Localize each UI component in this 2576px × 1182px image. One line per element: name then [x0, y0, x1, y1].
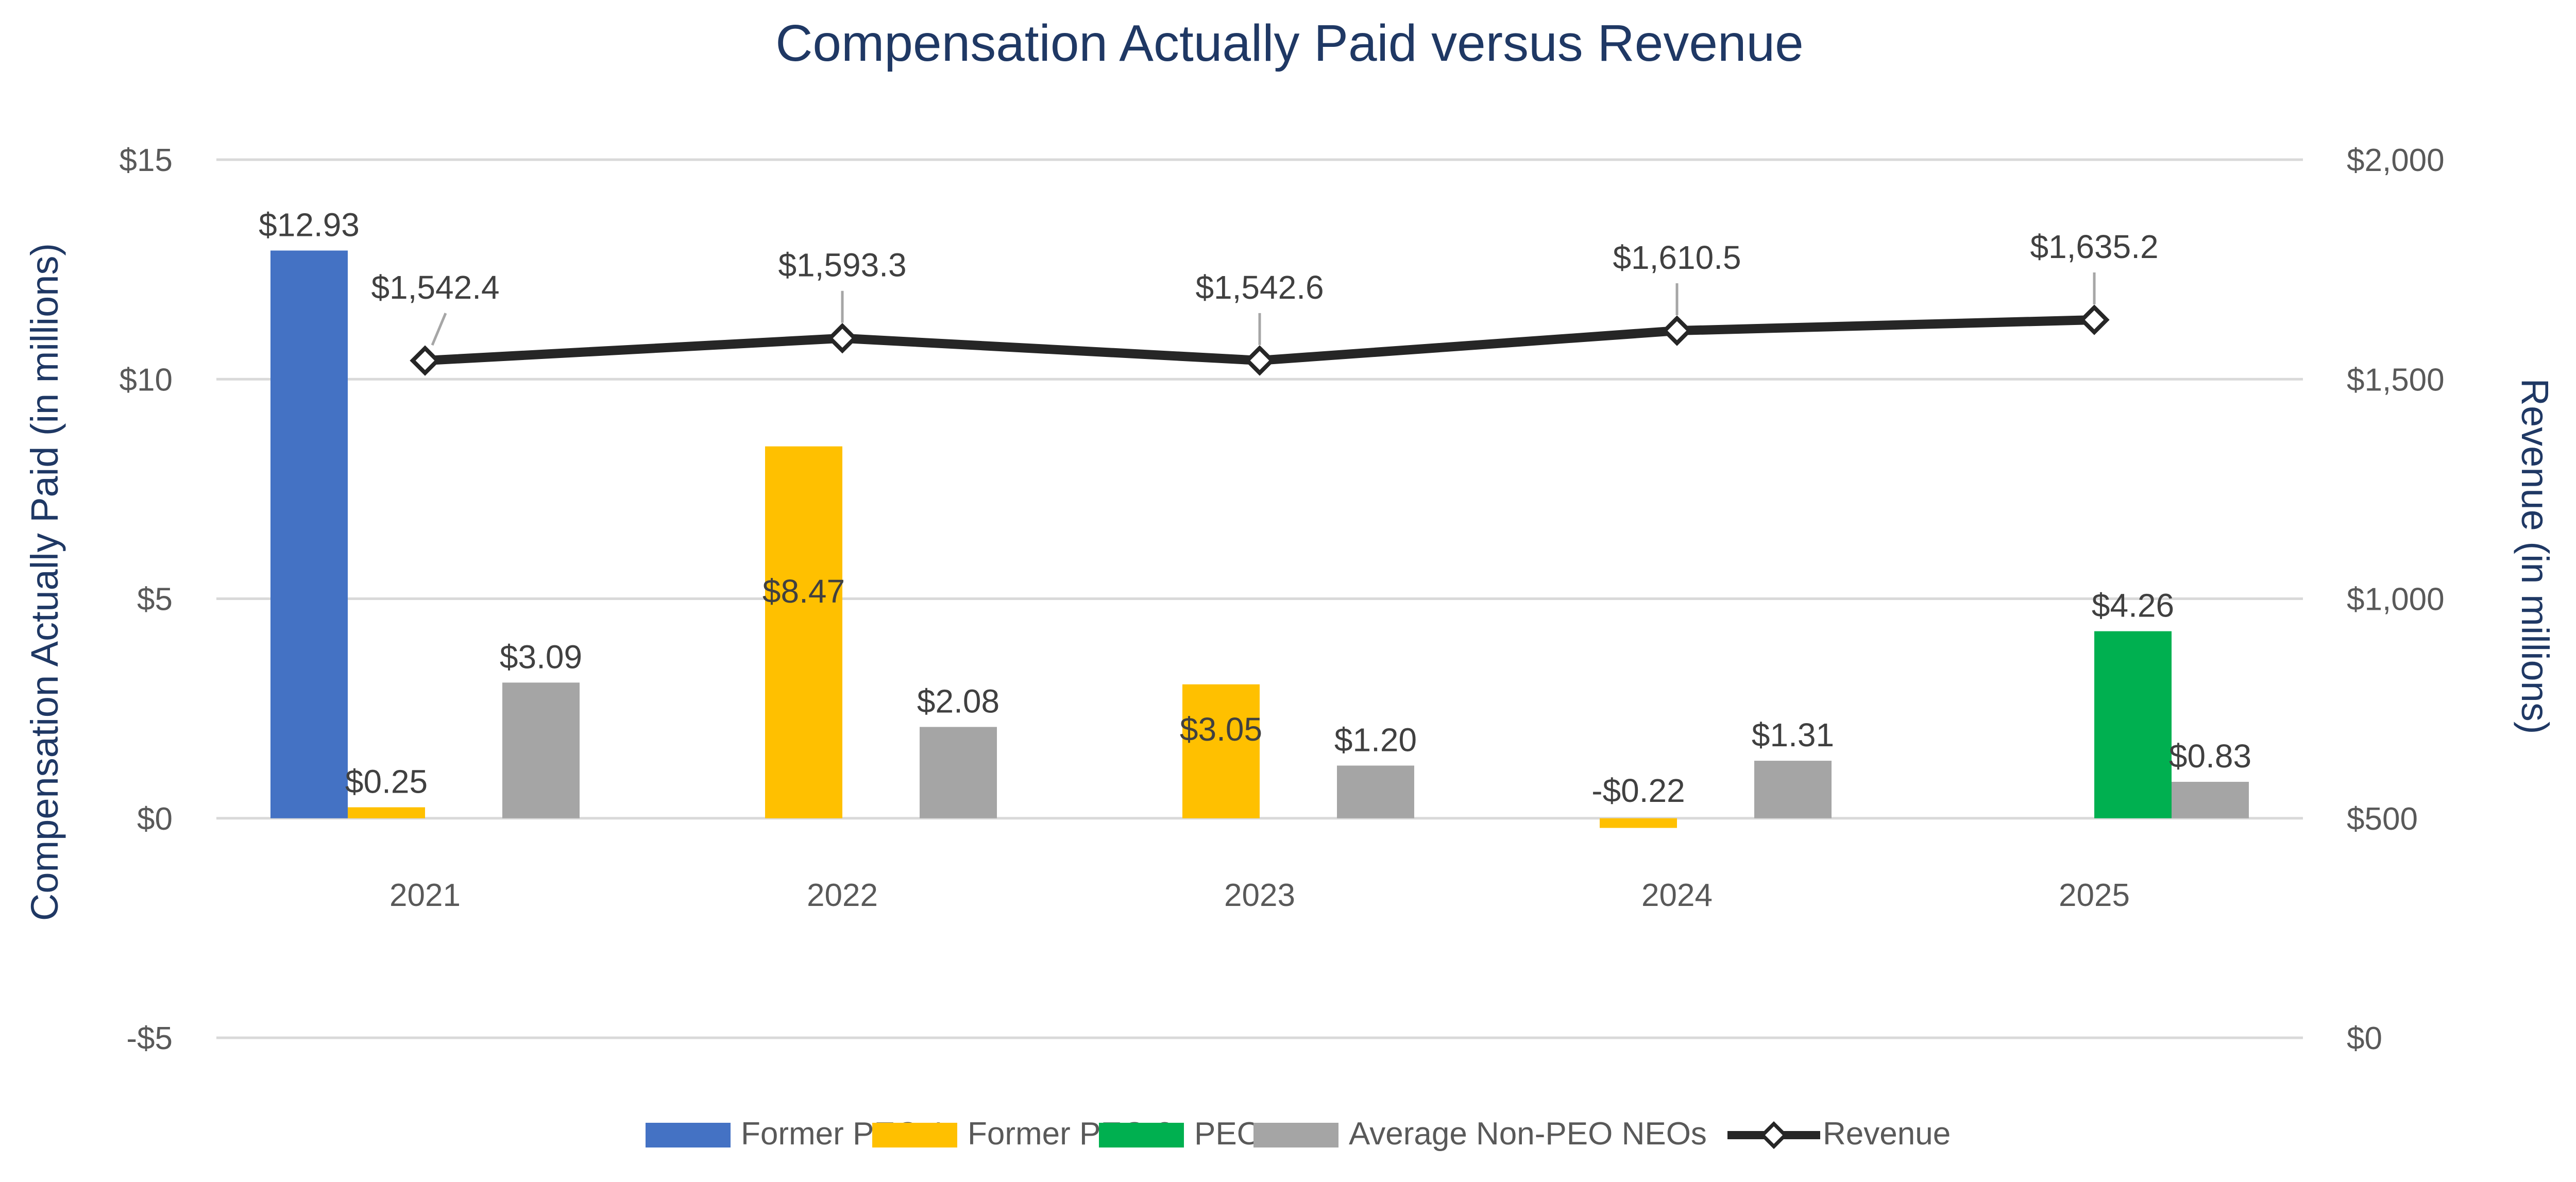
line-point [1244, 345, 1275, 376]
leader-line [431, 313, 447, 346]
legend-item: Average Non-PEO NEOs [1253, 1116, 1707, 1152]
y-left-tick-label: $10 [120, 362, 173, 398]
bar-data-label: $3.05 [1180, 711, 1262, 748]
y-right-tick-label: $0 [2347, 1021, 2382, 1056]
bar-data-label: $0.25 [345, 763, 428, 800]
y-left-tick-label: -$5 [126, 1021, 173, 1056]
legend-label: PEO [1194, 1116, 1262, 1152]
line-data-label: $1,542.6 [1195, 269, 1324, 306]
y-axis-right-title: Revenue (in millions) [2514, 379, 2556, 734]
bar [270, 250, 348, 818]
bar [502, 682, 580, 818]
bar [920, 727, 997, 818]
line-data-label: $1,542.4 [371, 269, 499, 306]
revenue-line [410, 272, 2110, 376]
bar-data-label: $8.47 [762, 573, 845, 610]
bar [2094, 631, 2172, 818]
x-tick-label: 2024 [1641, 878, 1713, 913]
bar-data-label: $1.20 [1334, 721, 1417, 758]
line-data-label: $1,635.2 [2030, 228, 2158, 265]
legend-label: Revenue [1823, 1116, 1951, 1152]
data-labels: $1,542.4 $1,593.3 $1,542.6 $1,610.5 $1,635.2… [259, 206, 2251, 809]
x-tick-label: 2025 [2059, 878, 2130, 913]
bar-data-label: $0.83 [2169, 738, 2251, 775]
bar [2172, 781, 2249, 818]
y-right-tick-label: $1,000 [2347, 582, 2445, 618]
legend-swatch [872, 1123, 957, 1147]
y-left-tick-label: $5 [137, 582, 173, 618]
x-tick-label: 2022 [807, 878, 878, 913]
line-data-label: $1,593.3 [778, 247, 906, 284]
bar [765, 446, 842, 818]
bar [1337, 765, 1414, 818]
y-right-tick-label: $1,500 [2347, 362, 2445, 398]
bar [1182, 684, 1260, 818]
bar-data-label: $1.31 [1752, 716, 1834, 753]
legend-swatch [1253, 1123, 1338, 1147]
line-point [410, 345, 440, 376]
bar [1600, 818, 1677, 828]
legend: Former PEO 1 Former PEO 2 PEO Average Non-P… [646, 1116, 1951, 1152]
x-tick-label: 2021 [389, 878, 461, 913]
bar-data-label: $3.09 [500, 638, 582, 675]
legend-swatch [1099, 1123, 1184, 1147]
line-data-label: $1,610.5 [1613, 239, 1741, 276]
bar-data-label: $4.26 [2092, 587, 2174, 624]
axes: -$5 $0 $5 $10 $15 $0 $500 $1,000 $1,500 $2,000 202… [120, 143, 2445, 1056]
bar-data-label: $2.08 [917, 682, 999, 720]
y-left-tick-label: $0 [137, 801, 173, 837]
y-axis-left-title: Compensation Actually Paid (in millions) [23, 243, 66, 921]
y-right-tick-label: $500 [2347, 801, 2418, 837]
y-left-tick-label: $15 [120, 143, 173, 178]
x-tick-label: 2023 [1224, 878, 1295, 913]
line-point [827, 323, 858, 354]
y-right-tick-label: $2,000 [2347, 143, 2445, 178]
legend-item: Revenue [1727, 1116, 1951, 1152]
line-point [2079, 304, 2110, 335]
bar [1754, 761, 1832, 818]
legend-label: Average Non-PEO NEOs [1349, 1116, 1707, 1152]
chart-title: Compensation Actually Paid versus Revenu… [775, 14, 1804, 72]
legend-swatch [646, 1123, 731, 1147]
legend-item: PEO [1099, 1116, 1262, 1152]
legend-marker [1760, 1121, 1788, 1149]
line-point [1662, 315, 1692, 346]
bar-data-label: $12.93 [259, 206, 360, 243]
bar [348, 807, 425, 818]
bars [270, 250, 2249, 828]
bar-data-label: -$0.22 [1591, 772, 1685, 809]
